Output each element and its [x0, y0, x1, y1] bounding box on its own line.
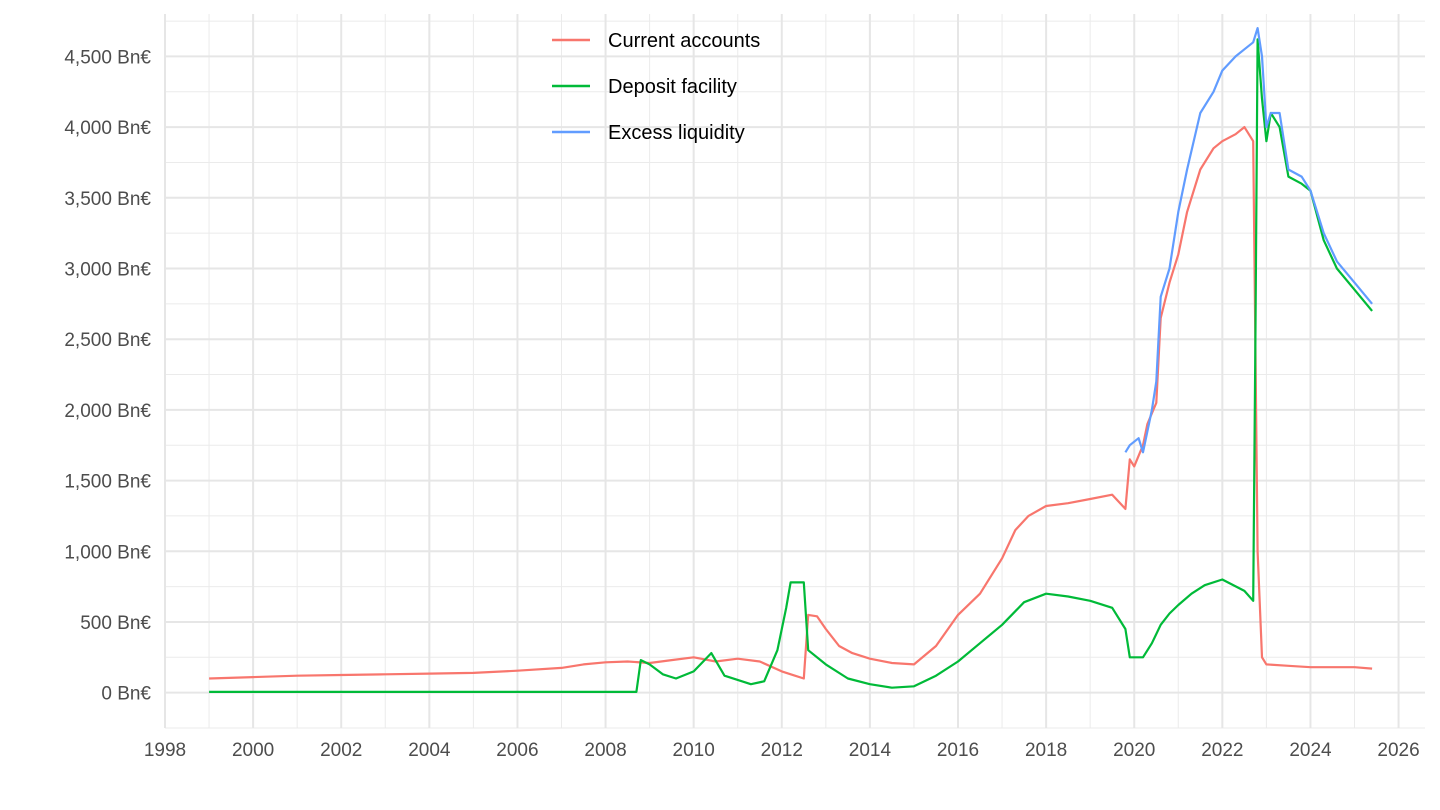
- y-tick-label: 1,500 Bn€: [64, 472, 151, 493]
- x-tick-label: 2006: [496, 740, 538, 761]
- y-tick-label: 3,500 Bn€: [64, 189, 151, 210]
- y-tick-label: 2,000 Bn€: [64, 401, 151, 422]
- y-tick-label: 0 Bn€: [101, 684, 151, 705]
- x-tick-label: 2010: [673, 740, 715, 761]
- y-tick-label: 3,000 Bn€: [64, 259, 151, 280]
- series-lines: [209, 27, 1373, 693]
- y-tick-label: 4,500 Bn€: [64, 47, 151, 68]
- y-tick-label: 500 Bn€: [80, 613, 151, 634]
- minor-gridlines: [165, 14, 1425, 729]
- deposit-facility-line: [209, 38, 1373, 693]
- x-tick-label: 2020: [1113, 740, 1155, 761]
- legend-label-deposit-facility: Deposit facility: [608, 76, 737, 98]
- legend-label-current-accounts: Current accounts: [608, 30, 760, 52]
- x-tick-label: 1998: [144, 740, 186, 761]
- x-axis-tick-labels: 1998 2000 2002 2004 2006 2008 2010 2012 2014 2016…: [144, 740, 1420, 761]
- x-tick-label: 2016: [937, 740, 979, 761]
- x-tick-label: 2012: [761, 740, 803, 761]
- x-tick-label: 2004: [408, 740, 451, 761]
- y-axis-tick-labels: 0 Bn€ 500 Bn€ 1,000 Bn€ 1,500 Bn€ 2,000 Bn€ 2…: [64, 47, 151, 704]
- major-gridlines: [164, 14, 1425, 728]
- y-tick-label: 4,000 Bn€: [64, 118, 151, 139]
- x-tick-label: 2000: [232, 740, 274, 761]
- y-tick-label: 2,500 Bn€: [64, 330, 151, 351]
- x-tick-label: 2002: [320, 740, 362, 761]
- legend-label-excess-liquidity: Excess liquidity: [608, 122, 745, 144]
- y-tick-label: 1,000 Bn€: [64, 542, 151, 563]
- x-tick-label: 2018: [1025, 740, 1067, 761]
- x-tick-label: 2024: [1289, 740, 1332, 761]
- excess-liquidity-line: [1124, 27, 1373, 454]
- x-tick-label: 2008: [584, 740, 626, 761]
- x-tick-label: 2022: [1201, 740, 1243, 761]
- legend: Current accounts Deposit facility Excess l…: [552, 30, 760, 144]
- x-tick-label: 2014: [849, 740, 892, 761]
- current-accounts-line: [209, 126, 1373, 680]
- x-tick-label: 2026: [1377, 740, 1419, 761]
